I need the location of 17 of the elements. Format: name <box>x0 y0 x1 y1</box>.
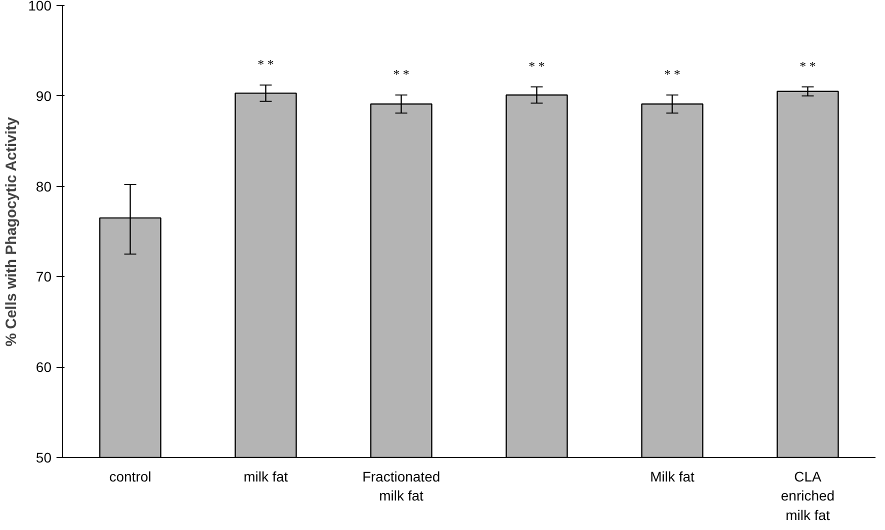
y-tick-label: 90 <box>36 88 52 104</box>
data-label: * * <box>664 66 680 82</box>
data-label: * * <box>800 58 816 74</box>
data-label: * * <box>258 56 274 72</box>
y-tick-label: 60 <box>36 359 52 376</box>
x-tick-label: Milk fat <box>650 468 695 484</box>
x-tick-label: Fractionated milk fat <box>362 468 440 504</box>
x-tick-label: control <box>109 468 152 484</box>
data-label: * * <box>393 66 410 82</box>
x-tick-label: CLA enriched milk fat <box>780 468 835 523</box>
y-tick-label: 70 <box>36 268 52 285</box>
y-tick-label: 100 <box>28 0 52 14</box>
y-tick-label: 80 <box>36 178 52 194</box>
y-tick-label: 50 <box>36 450 52 466</box>
y-axis-title: % Cells with Phagocytic Activity <box>3 116 20 347</box>
x-tick-label: milk fat <box>244 468 288 484</box>
data-label: * * <box>528 58 545 74</box>
